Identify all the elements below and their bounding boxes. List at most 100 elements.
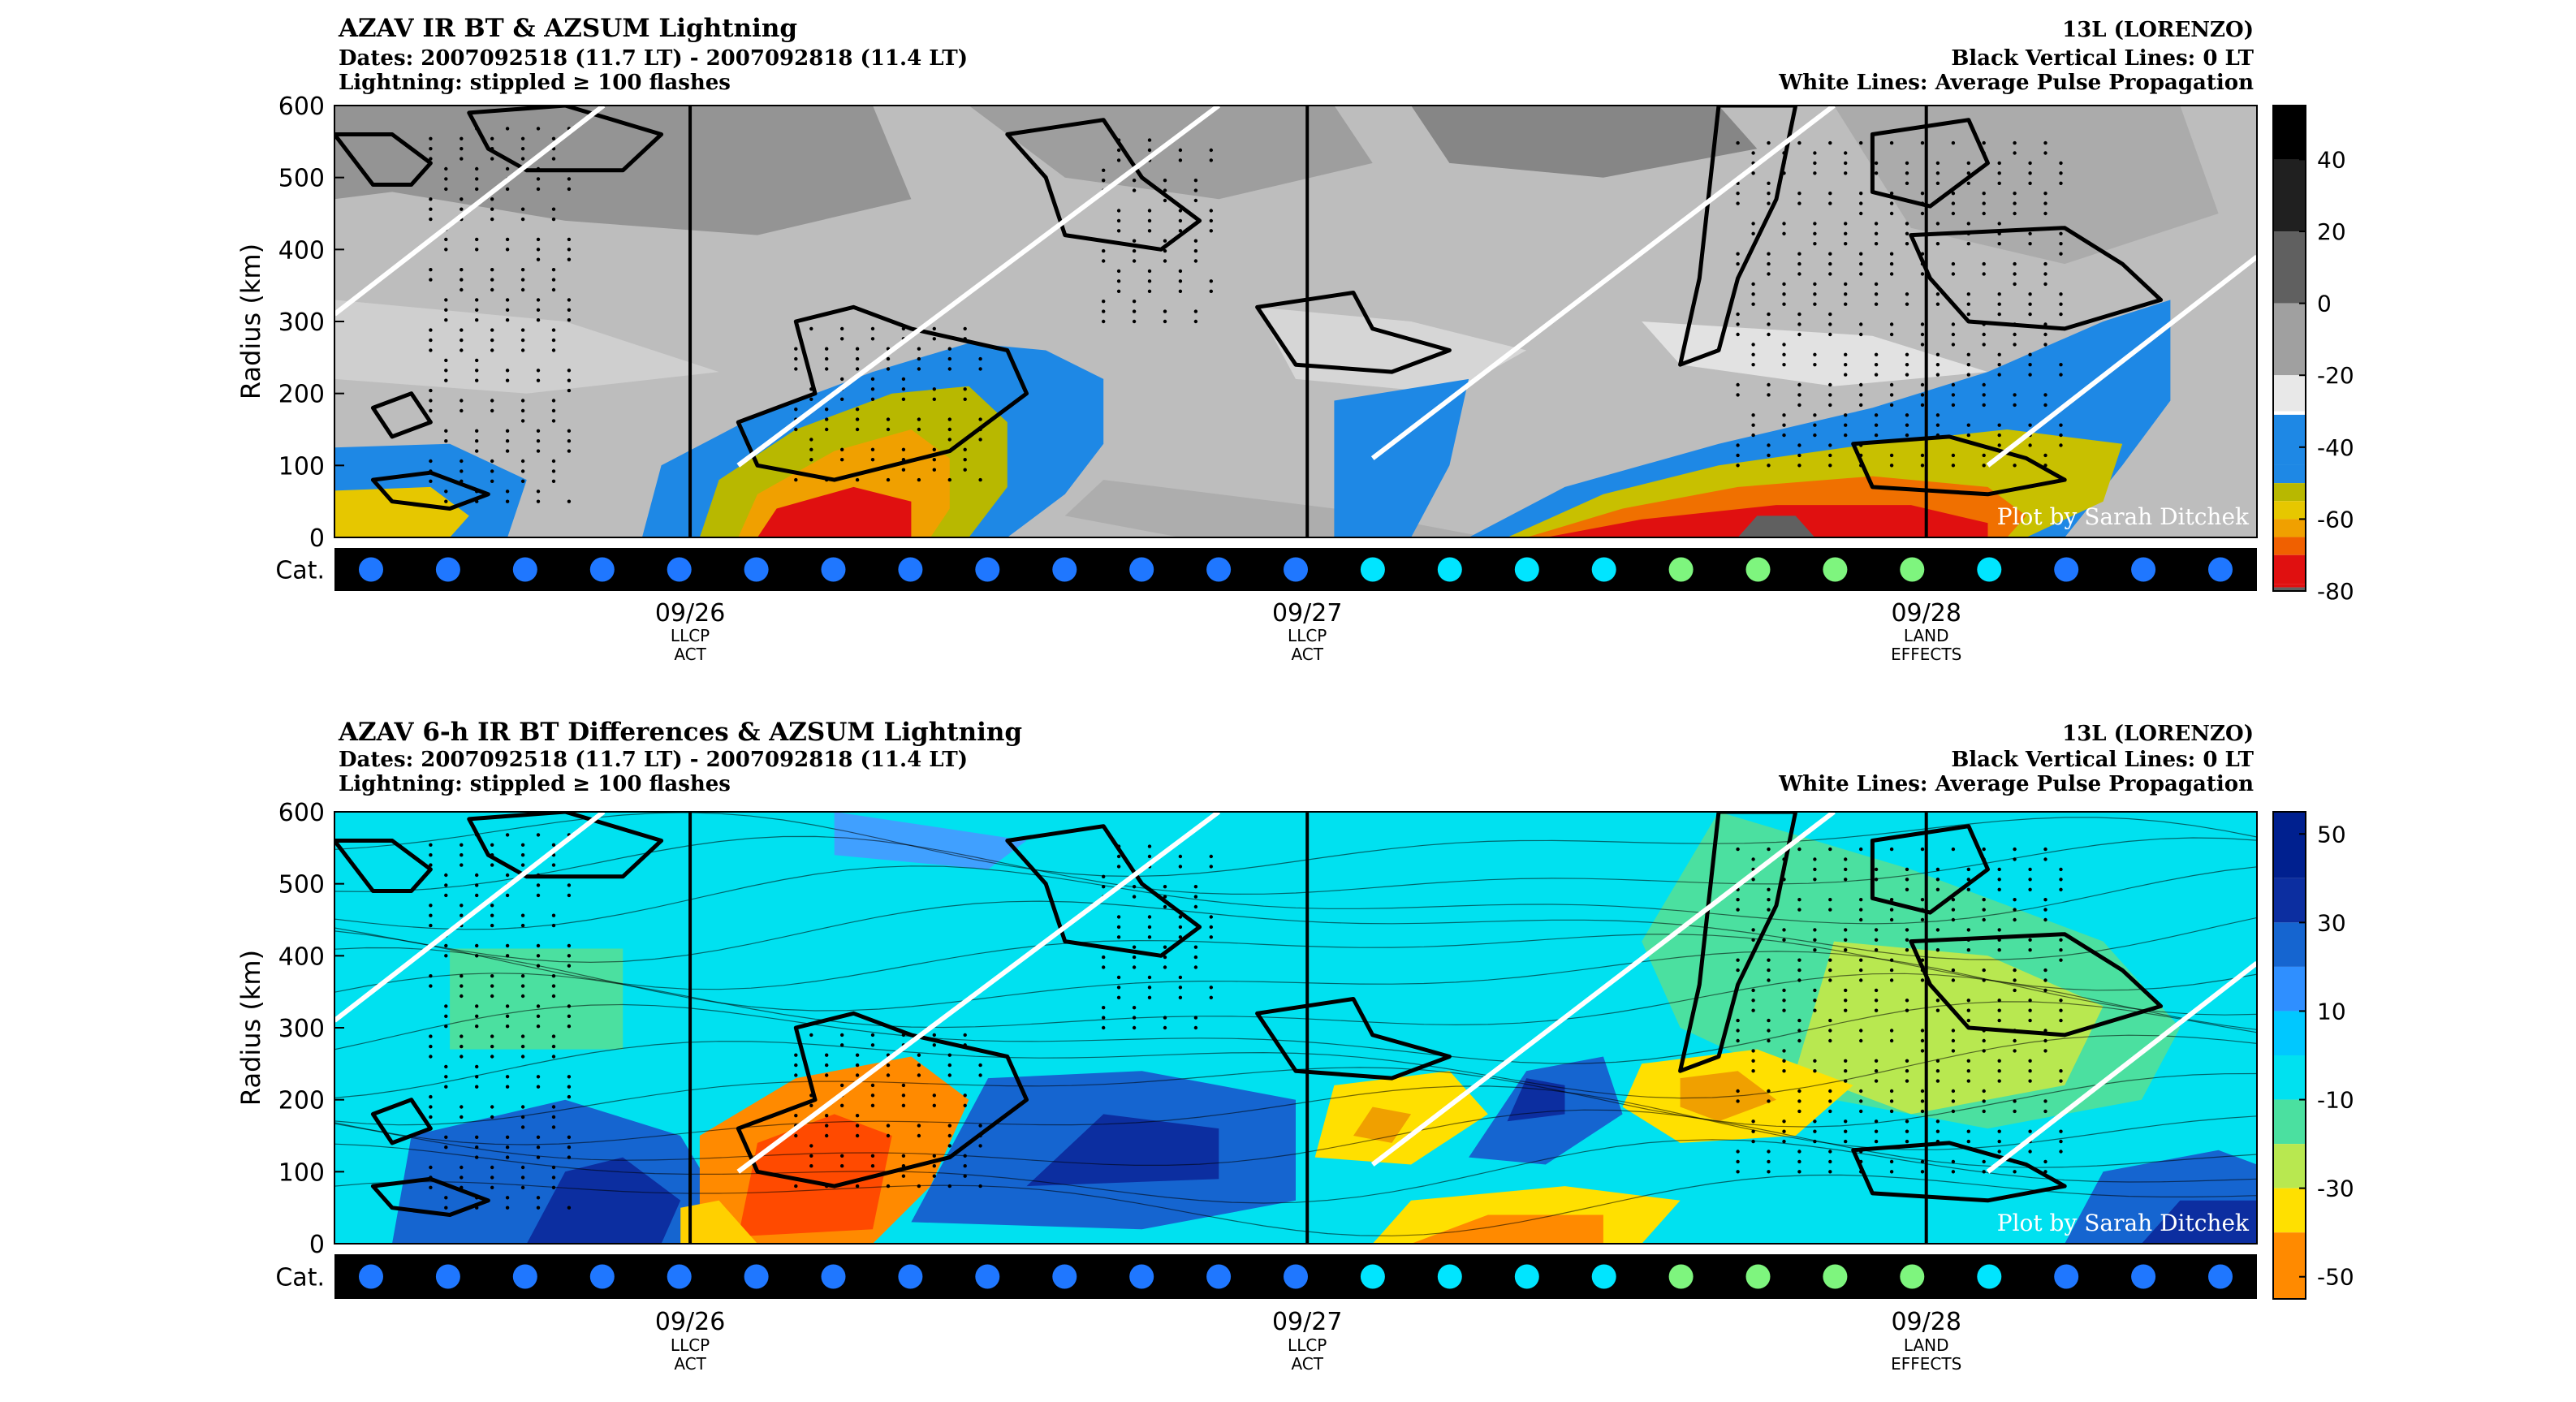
y-tick-label: 500 — [278, 165, 325, 193]
credit-label: Plot by Sarah Ditchek — [1997, 503, 2250, 530]
colorbar-frame — [2272, 105, 2306, 592]
x-tick-label: 09/27 — [1272, 1308, 1342, 1336]
colorbar-tick-label: -40 — [2317, 434, 2354, 461]
lightning-contour-3 — [1005, 118, 1202, 252]
diff-region-0 — [450, 948, 624, 1050]
colorbar-tick-label: -80 — [2317, 578, 2354, 605]
colorbar-tick-label: -20 — [2317, 362, 2354, 389]
dates-line: Dates: 2007092518 (11.7 LT) - 2007092818… — [339, 46, 968, 71]
contour-line-12 — [334, 835, 2257, 895]
contour-line-3 — [334, 1085, 2257, 1150]
colorbar-tick-label: -50 — [2317, 1264, 2354, 1291]
pulse-line-3 — [1986, 960, 2257, 1174]
colorbar-band — [2273, 1055, 2306, 1100]
lightning-stipple — [429, 127, 2063, 503]
colorbar-tick-label: -30 — [2317, 1176, 2354, 1202]
category-dot — [1206, 1264, 1232, 1289]
y-tick-label: 100 — [278, 1158, 325, 1187]
lightning-contour-6 — [1870, 824, 1990, 915]
category-dot — [1823, 557, 1848, 582]
ir-bt-chart: AZAV IR BT & AZSUM Lightning Dates: 20070… — [235, 14, 2354, 664]
colorbar-band — [2273, 537, 2306, 555]
lightning-contour-1 — [467, 106, 664, 173]
lightning-contour-7 — [1909, 226, 2164, 331]
x-tick-label: 09/26 — [655, 1308, 725, 1336]
y-axis-label: Radius (km) — [235, 950, 266, 1106]
category-dot — [667, 557, 692, 582]
category-dot — [359, 557, 383, 582]
x-tick-sublabel: EFFECTS — [1891, 1354, 1961, 1374]
lightning-contour-4 — [1255, 997, 1452, 1081]
category-dot — [1206, 557, 1232, 582]
contour-line-1 — [334, 1139, 2257, 1204]
pulse-line-0 — [334, 106, 606, 317]
contour-line-9 — [334, 930, 2257, 991]
category-dot — [1437, 557, 1462, 582]
colorbar-tick-label: -60 — [2317, 506, 2354, 533]
category-dot — [435, 557, 460, 582]
y-tick-label: 600 — [278, 799, 325, 827]
x-tick-sublabel: LLCP — [1288, 1335, 1327, 1355]
diff-region-14 — [1353, 1107, 1412, 1143]
colorbar-band — [2273, 1099, 2306, 1145]
x-tick-sublabel: LLCP — [671, 1335, 710, 1355]
colorbar-band — [2273, 159, 2306, 232]
diff-region-3 — [1795, 941, 2104, 1115]
colorbar-band — [2273, 1232, 2306, 1299]
colorbar-band — [2273, 812, 2306, 878]
category-dot — [667, 1264, 692, 1289]
colorbar-band — [2273, 1011, 2306, 1055]
category-dot — [1977, 1264, 2002, 1289]
diff-region-1 — [834, 812, 1027, 869]
category-dot — [898, 557, 923, 582]
colorbar-tick-label: 40 — [2317, 146, 2346, 173]
colorbar-band — [2273, 584, 2306, 588]
colorbar-band — [2273, 106, 2306, 160]
category-dot — [821, 1264, 846, 1289]
colorbar-band — [2273, 587, 2306, 591]
category-dot — [1284, 557, 1308, 582]
y-tick-label: 400 — [278, 236, 325, 265]
gray-region-2 — [1411, 106, 1758, 178]
bt-region-5 — [757, 486, 912, 537]
lightning-contour-0 — [334, 839, 433, 893]
x-tick-label: 09/27 — [1272, 599, 1342, 628]
contour-line-0 — [334, 1174, 2257, 1236]
zero-strip — [334, 1244, 2257, 1255]
category-dot — [2131, 1264, 2156, 1289]
category-dot — [2208, 557, 2233, 582]
category-dot — [1900, 557, 1925, 582]
colorbar-tick-label: 0 — [2317, 291, 2332, 317]
header: AZAV 6-h IR BT Differences & AZSUM Light… — [338, 718, 2255, 796]
contour-line-6 — [334, 1001, 2257, 1064]
colorbar-tick-label: 10 — [2317, 998, 2346, 1025]
x-tick-label: 09/28 — [1891, 599, 1961, 628]
colorbar-band — [2273, 1144, 2306, 1188]
ir-bt-diff-panel: AZAV 6-h IR BT Differences & AZSUM Light… — [0, 698, 2576, 1402]
diff-region-18 — [1411, 1214, 1603, 1244]
bt-region-11 — [1737, 516, 1815, 537]
category-dot — [2208, 1264, 2233, 1289]
colorbar-band — [2273, 411, 2306, 415]
lightning-contour-6 — [1870, 118, 1990, 209]
category-strip — [334, 1254, 2257, 1299]
pulse-line-2 — [1370, 812, 1836, 1167]
pulse-line-1 — [736, 106, 1221, 468]
category-dot — [1591, 557, 1616, 582]
lightning-contour-9 — [370, 1098, 433, 1145]
colorbar: 40 20 0 -20 -40 -60 -80 — [2272, 105, 2354, 605]
storm-name: 13L (LORENZO) — [2062, 18, 2254, 42]
x-tick-sublabel: ACT — [1291, 645, 1323, 664]
y-tick-label: 200 — [278, 1087, 325, 1115]
y-tick-label: 200 — [278, 381, 325, 409]
colorbar-band — [2273, 231, 2306, 304]
gray-region-6 — [334, 300, 719, 394]
plot-area — [334, 106, 2257, 537]
gray-region-5 — [1834, 106, 2219, 265]
dates-line: Dates: 2007092518 (11.7 LT) - 2007092818… — [339, 748, 968, 772]
colorbar-tick-label: -10 — [2317, 1087, 2354, 1114]
gray-region-3 — [1257, 307, 1527, 394]
category-dot — [1360, 1264, 1385, 1289]
